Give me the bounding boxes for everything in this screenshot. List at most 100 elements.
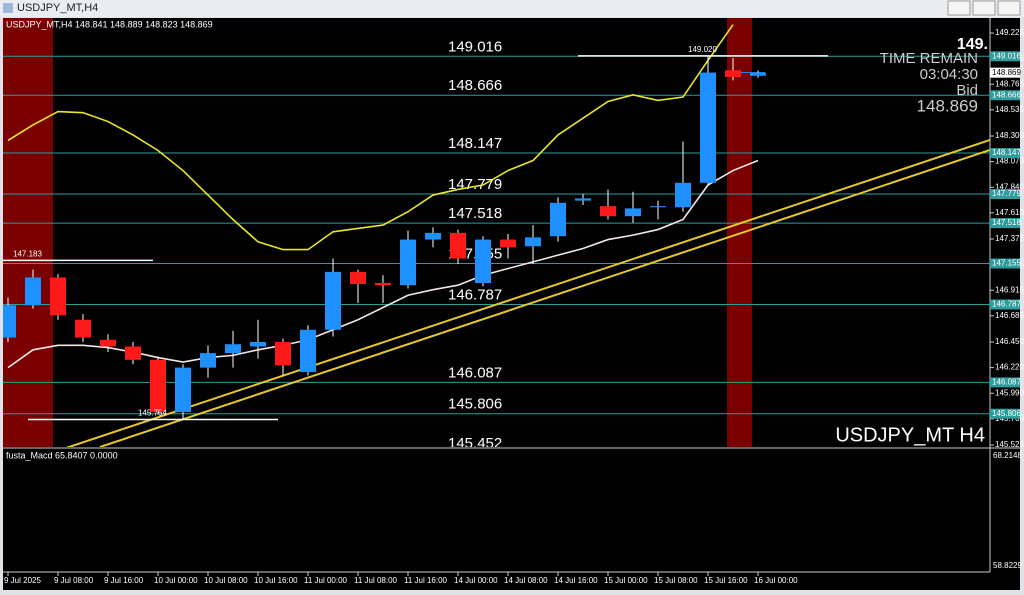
level-price-label: 148.147 <box>992 148 1021 157</box>
level-price-box <box>990 148 1020 159</box>
candle-body <box>75 319 91 338</box>
candle-body <box>100 339 116 347</box>
bid-value: 148.869 <box>917 96 978 115</box>
x-tick-label: 14 Jul 16:00 <box>554 576 598 585</box>
y-tick-label: 147.610 <box>995 208 1024 217</box>
info-price: 149. <box>957 36 988 53</box>
candle-body <box>550 202 566 237</box>
level-label: 146.787 <box>448 286 502 303</box>
x-tick-label: 11 Jul 08:00 <box>354 576 398 585</box>
close-button[interactable] <box>997 0 1021 16</box>
y-tick-label: 146.915 <box>995 285 1024 294</box>
status-edge <box>0 590 1024 595</box>
candle-body <box>25 277 41 306</box>
y-tick-label: 148.535 <box>995 105 1024 114</box>
candle-body <box>125 346 141 360</box>
level-price-label: 147.779 <box>992 189 1021 198</box>
y-tick-label: 147.840 <box>995 182 1024 191</box>
x-tick-label: 15 Jul 00:00 <box>604 576 648 585</box>
price-marker-label: 147.183 <box>13 250 42 259</box>
window-icon <box>3 3 13 13</box>
overlay-line <box>7 24 734 251</box>
minimize-button[interactable] <box>947 0 971 16</box>
x-tick-label: 9 Jul 2025 <box>4 576 41 585</box>
candle-body <box>500 239 516 248</box>
candle-body <box>450 232 466 259</box>
y-tick-label: 148.070 <box>995 157 1024 166</box>
levels: 149.016148.666148.147147.779147.518147.1… <box>3 38 990 452</box>
candle-body <box>700 72 716 183</box>
level-label: 148.666 <box>448 77 502 94</box>
candle-body <box>425 232 441 240</box>
window-title: USDJPY_MT,H4 <box>17 2 98 14</box>
y-tick-label: 145.990 <box>995 388 1024 397</box>
candle-body <box>725 70 741 78</box>
level-price-label: 147.518 <box>992 218 1021 227</box>
y-tick-label: 148.300 <box>995 131 1024 140</box>
candle-body <box>575 198 591 201</box>
y-tick-label: 146.220 <box>995 363 1024 372</box>
level-price-label: 147.155 <box>992 259 1021 268</box>
candle-body <box>650 206 666 208</box>
candle-body <box>600 206 616 217</box>
y-tick-label: 145.525 <box>995 440 1024 449</box>
level-price-box <box>990 377 1020 388</box>
maximize-button[interactable] <box>972 0 996 16</box>
x-tick-label: 15 Jul 08:00 <box>654 576 698 585</box>
indicator-tick: 58.8229 <box>993 561 1022 570</box>
x-tick-label: 10 Jul 08:00 <box>204 576 248 585</box>
x-tick-label: 14 Jul 08:00 <box>504 576 548 585</box>
level-label: 149.016 <box>448 38 502 55</box>
level-price-label: 149.016 <box>992 51 1021 60</box>
x-tick-label: 11 Jul 00:00 <box>304 576 348 585</box>
level-label: 148.147 <box>448 135 502 152</box>
candle-body <box>175 367 191 413</box>
y-tick-label: 146.450 <box>995 337 1024 346</box>
x-tick-label: 14 Jul 00:00 <box>454 576 498 585</box>
title-bar <box>0 0 1024 17</box>
candle-body <box>625 208 641 217</box>
price-marker-label: 149.020 <box>688 45 717 54</box>
candles <box>3 55 766 419</box>
level-label: 145.806 <box>448 396 502 413</box>
level-price-box <box>990 299 1020 310</box>
candle-body <box>400 239 416 286</box>
candle-body <box>200 353 216 368</box>
bid-price-label: 148.869 <box>992 68 1021 77</box>
session-shade <box>3 18 53 447</box>
indicator-label: fusta_Macd 65.8407 0.0000 <box>6 450 118 460</box>
level-price-box <box>990 408 1020 419</box>
price-marker-label: 145.754 <box>138 409 167 418</box>
x-tick-label: 9 Jul 16:00 <box>104 576 144 585</box>
x-tick-label: 15 Jul 16:00 <box>704 576 748 585</box>
candle-body <box>150 359 166 413</box>
chart-header: USDJPY_MT,H4 148.841 148.889 148.823 148… <box>6 19 213 29</box>
level-price-label: 146.787 <box>992 300 1021 309</box>
level-price-box <box>990 218 1020 229</box>
candle-body <box>375 282 391 286</box>
level-label: 145.452 <box>448 435 502 452</box>
symbol-label: USDJPY_MT H4 <box>835 424 985 446</box>
level-label: 146.087 <box>448 364 502 381</box>
level-price-box <box>990 90 1020 101</box>
candle-body <box>750 72 766 76</box>
trend-line <box>65 139 990 447</box>
candle-body <box>350 271 366 285</box>
candle-body <box>250 342 266 347</box>
time-remain: 03:04:30 <box>920 66 978 83</box>
trend-line <box>99 149 990 447</box>
price-axis: 149.225148.995148.765148.535148.300148.0… <box>990 28 1024 449</box>
time-axis: 9 Jul 2025 9 Jul 08:00 9 Jul 16:00 10 Jul 0… <box>4 572 798 585</box>
markers: 149.020 147.183 145.754 <box>3 45 828 421</box>
candle-body <box>300 329 316 373</box>
candle-body <box>225 344 241 354</box>
level-price-label: 146.087 <box>992 378 1021 387</box>
y-tick-label: 147.375 <box>995 234 1024 243</box>
time-remain-label: TIME REMAIN <box>880 50 978 67</box>
y-tick-label: 148.765 <box>995 79 1024 88</box>
x-tick-label: 10 Jul 16:00 <box>254 576 298 585</box>
candle-body <box>675 182 691 208</box>
y-tick-label: 146.685 <box>995 311 1024 320</box>
